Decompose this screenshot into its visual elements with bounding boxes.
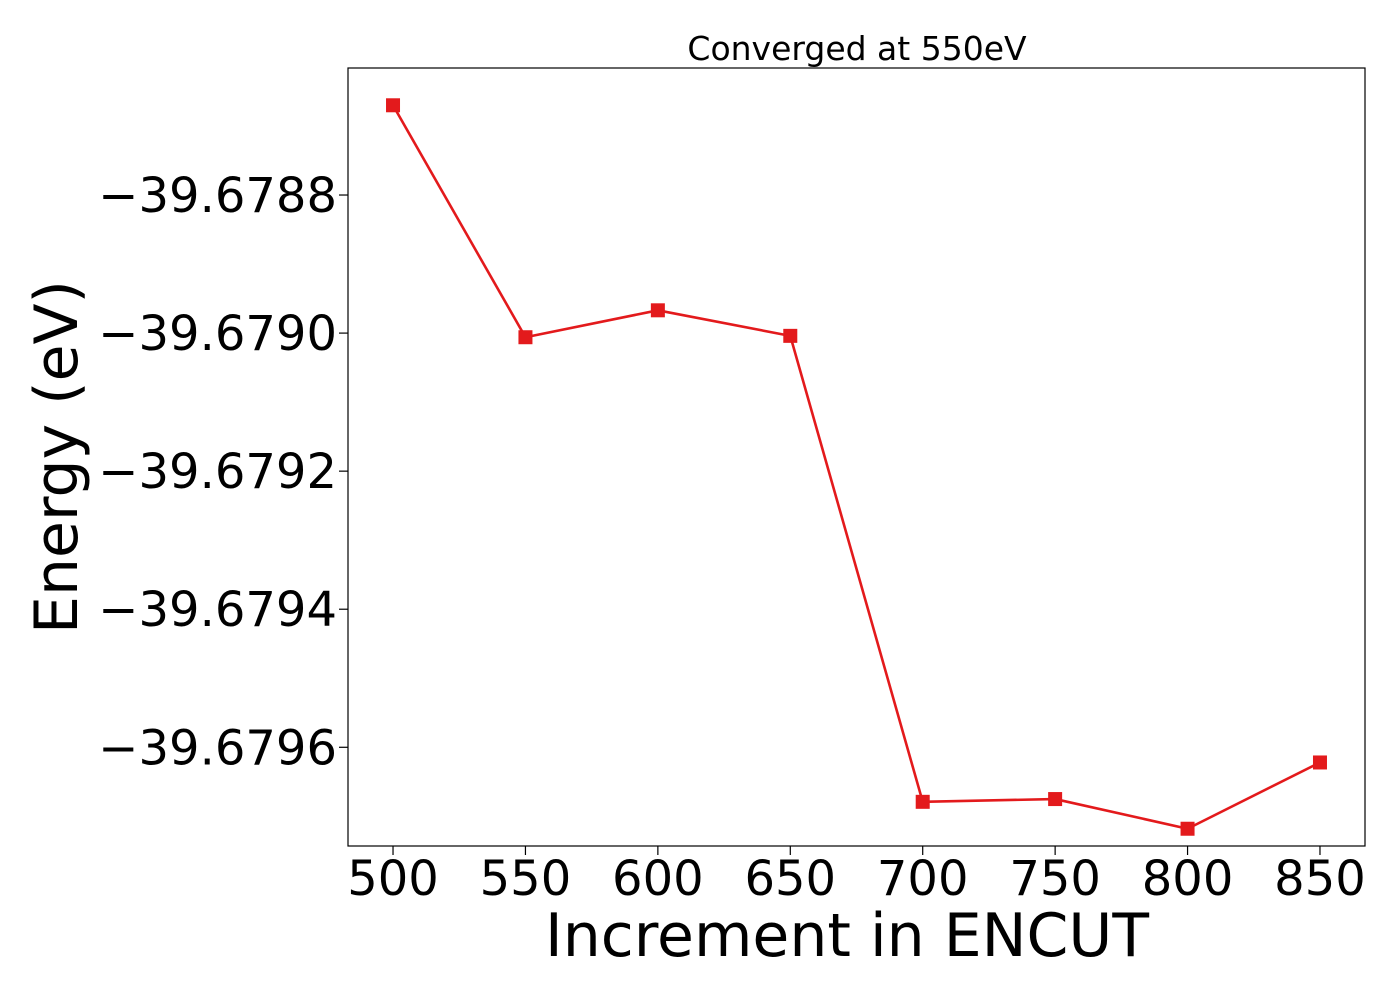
y-axis-title: Energy (eV) — [22, 280, 92, 634]
series-markers — [386, 98, 1327, 836]
data-point-marker — [1180, 821, 1195, 836]
chart-title: Converged at 550eV — [687, 29, 1027, 68]
x-tick-label: 600 — [612, 851, 704, 907]
y-tick-label: −39.6790 — [98, 306, 337, 362]
x-tick-label: 850 — [1274, 851, 1366, 907]
data-point-marker — [915, 794, 930, 809]
x-tick-label: 650 — [744, 851, 836, 907]
series-line — [391, 104, 1321, 831]
x-axis-title: Increment in ENCUT — [545, 901, 1149, 971]
plot-area-frame — [347, 67, 1366, 847]
y-axis-ticks: −39.6788 −39.6790 −39.6792 −39.6794 −39.6796 — [98, 168, 348, 776]
data-point-marker — [650, 303, 665, 318]
x-tick-label: 700 — [877, 851, 969, 907]
x-tick-label: 800 — [1142, 851, 1234, 907]
y-tick-label: −39.6794 — [98, 582, 337, 638]
x-axis-ticks: 500 550 600 650 700 750 800 850 — [347, 846, 1366, 907]
y-tick-label: −39.6792 — [98, 444, 337, 500]
x-tick-label: 750 — [1009, 851, 1101, 907]
data-point-marker — [1312, 755, 1327, 770]
data-point-marker — [386, 98, 401, 113]
data-point-marker — [518, 330, 533, 345]
data-point-marker — [783, 328, 798, 343]
x-tick-label: 550 — [480, 851, 572, 907]
y-tick-label: −39.6788 — [98, 168, 337, 224]
data-point-marker — [1048, 792, 1063, 807]
x-tick-label: 500 — [347, 851, 439, 907]
y-tick-label: −39.6796 — [98, 720, 337, 776]
